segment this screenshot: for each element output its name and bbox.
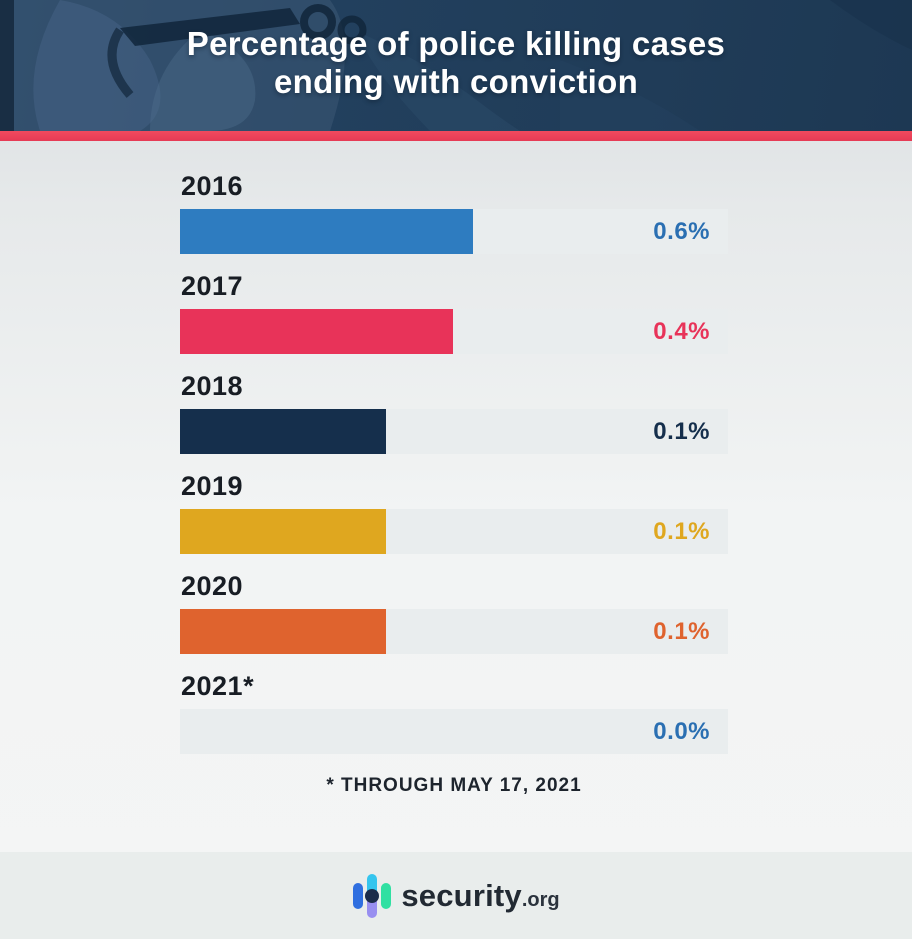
bar-fill-2019 bbox=[180, 509, 386, 554]
year-label: 2016 bbox=[181, 171, 244, 201]
footnote: * THROUGH MAY 17, 2021 bbox=[326, 775, 582, 796]
year-label: 2018 bbox=[181, 371, 244, 401]
chart-row-2019: 2019 0.1% bbox=[180, 472, 728, 554]
handcuffed-hands-photo bbox=[0, 0, 912, 131]
value-label: 0.1% bbox=[653, 617, 710, 645]
page-title-line1: Percentage of police killing cases bbox=[186, 25, 726, 62]
chart-row-2020: 2020 0.1% bbox=[180, 572, 728, 654]
security-org-logo[interactable]: security .org bbox=[352, 870, 560, 922]
bar-fill-2016 bbox=[180, 209, 474, 254]
bar-fill-2017 bbox=[180, 309, 453, 354]
header-banner: Percentage of police killing cases endin… bbox=[0, 0, 912, 131]
brand-tld: .org bbox=[521, 888, 560, 911]
value-label: 0.6% bbox=[653, 217, 710, 245]
bar-fill-2020 bbox=[180, 609, 386, 654]
value-label: 0.4% bbox=[653, 317, 710, 345]
chart-row-2016: 2016 0.6% bbox=[180, 172, 728, 254]
chart-row-2017: 2017 0.4% bbox=[180, 272, 728, 354]
year-label: 2017 bbox=[181, 271, 244, 301]
value-label: 0.1% bbox=[653, 517, 710, 545]
bar-track: 0.1% bbox=[180, 409, 728, 454]
year-label: 2020 bbox=[181, 571, 244, 601]
year-label: 2021* bbox=[181, 671, 255, 701]
brand-text: security .org bbox=[401, 878, 559, 914]
year-label: 2019 bbox=[181, 471, 244, 501]
page-title-line2: ending with conviction bbox=[273, 63, 639, 101]
chart-row-2021: 2021* 0.0% bbox=[180, 672, 728, 754]
bar-chart: 2016 0.6% 2017 0.4% 2018 0.1% 2019 bbox=[0, 141, 912, 797]
accent-stripe bbox=[0, 131, 912, 141]
page-title: Percentage of police killing cases endin… bbox=[0, 0, 912, 102]
security-logo-icon bbox=[353, 873, 392, 918]
bar-track: 0.4% bbox=[180, 309, 728, 354]
bar-track: 0.1% bbox=[180, 509, 728, 554]
bar-fill-2018 bbox=[180, 409, 386, 454]
value-label: 0.0% bbox=[653, 717, 710, 745]
chart-row-2018: 2018 0.1% bbox=[180, 372, 728, 454]
brand-name: security bbox=[401, 877, 522, 913]
value-label: 0.1% bbox=[653, 417, 710, 445]
bar-track: 0.0% bbox=[180, 709, 728, 754]
bar-track: 0.1% bbox=[180, 609, 728, 654]
bar-track: 0.6% bbox=[180, 209, 728, 254]
footer: security .org bbox=[0, 852, 912, 939]
